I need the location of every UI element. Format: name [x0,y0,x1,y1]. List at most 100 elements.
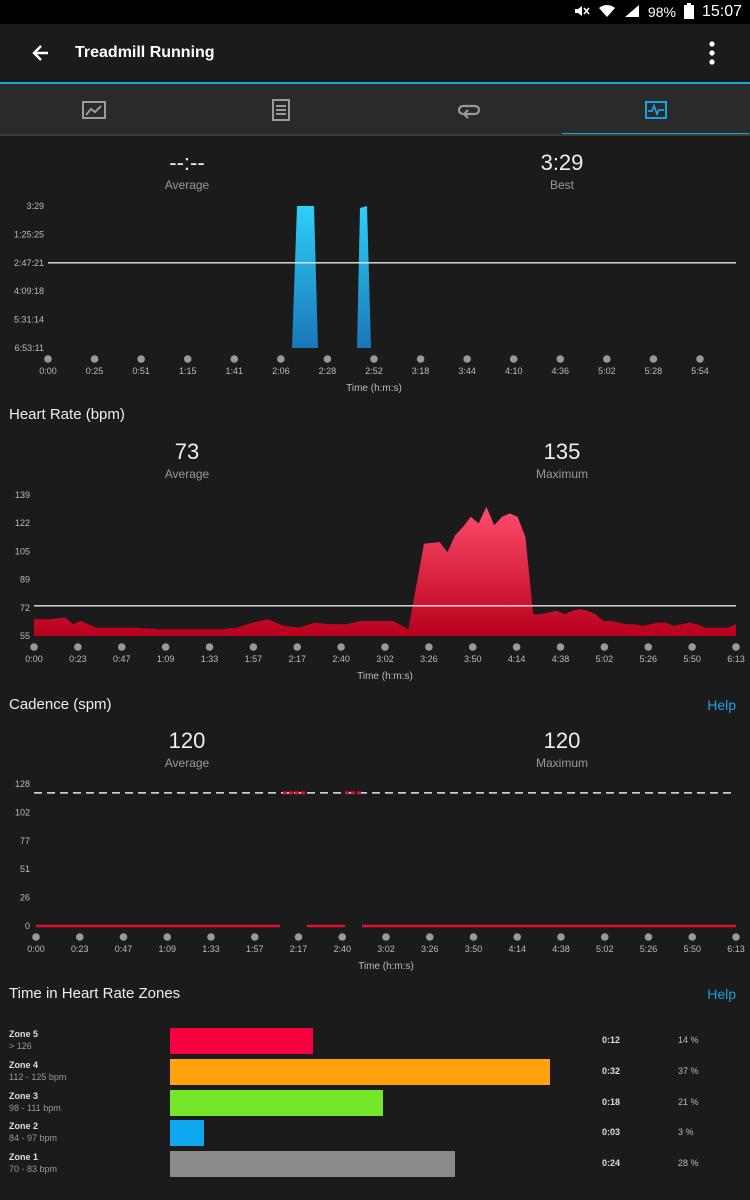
x-tick-label: 5:28 [645,366,663,376]
x-tick-label: 0:25 [86,366,104,376]
x-tick-dot [207,933,215,941]
more-vert-icon[interactable] [700,40,724,66]
tab-details[interactable] [187,84,374,136]
zone-range: 98 - 111 bpm [9,1102,61,1113]
x-tick-dot [337,643,345,651]
x-tick-dot [205,643,214,651]
x-tick-label: 5:50 [683,654,701,664]
x-tick-label: 5:02 [596,654,614,664]
y-tick-label: 1:25:25 [14,229,44,239]
x-tick-dot [74,643,82,651]
y-tick-label: 89 [20,575,30,585]
x-tick-label: 4:38 [552,654,570,664]
zone-percent: 21 % [678,1096,699,1107]
x-tick-label: 3:18 [412,366,430,376]
zone-label: Zone 1 70 - 83 bpm [9,1152,57,1174]
battery-icon [683,2,694,22]
zone-range: > 126 [9,1041,32,1051]
x-tick-label: 0:00 [25,654,43,664]
tab-laps[interactable] [375,84,562,136]
zone-name: Zone 1 [9,1152,39,1163]
x-tick-label: 0:51 [132,366,150,376]
zone-name: Zone 2 [9,1121,39,1132]
tab-charts[interactable] [562,84,749,136]
x-tick-label: 4:38 [552,944,570,954]
x-tick-label: 5:54 [691,366,709,376]
zone-range: 84 - 97 bpm [9,1133,58,1144]
pace-bar [357,206,371,348]
y-tick-label: 105 [15,546,30,556]
x-tick-label: 1:57 [245,654,263,664]
zones-help-link[interactable]: Help [707,986,736,1002]
x-tick-dot [44,355,52,363]
x-tick-label: 4:10 [505,366,523,376]
x-tick-dot [425,643,433,651]
x-tick-label: 0:23 [71,944,89,954]
zone-time: 0:24 [602,1158,621,1169]
x-tick-label: 3:50 [464,654,482,664]
heart-rate-chart: 139 122 105 89 72 55 0:00 0:23 0:47 1:09 1:33 1:57 2… [15,490,745,682]
pace-best-label: Best [549,178,574,192]
x-tick-label: 4:14 [508,944,526,954]
y-tick-label: 51 [20,864,30,874]
x-tick-dot [163,933,172,941]
y-tick-label: 139 [15,490,30,500]
zone-range: 70 - 83 bpm [9,1164,58,1175]
x-tick-label: 2:17 [290,944,308,954]
y-tick-label: 122 [15,518,30,528]
zone-percent: 14 % [678,1035,699,1045]
tab-bar [0,84,750,136]
y-tick-label: 4:09:18 [14,286,44,296]
back-arrow-icon[interactable] [28,40,54,66]
x-tick-label: 0:00 [27,944,45,954]
x-tick-label: 4:36 [552,366,570,376]
x-tick-dot [732,643,740,651]
x-tick-dot [649,355,658,363]
x-tick-dot [75,933,84,941]
y-tick-label: 26 [20,893,30,903]
wifi-icon [598,4,616,21]
zones-title: Time in Heart Rate Zones [9,985,181,1002]
zone-bar [170,1120,205,1147]
x-tick-dot [137,355,145,363]
x-tick-label: 5:26 [640,944,658,954]
x-tick-label: 1:15 [179,366,197,376]
pace-average: --:-- Average [87,150,287,192]
tab-summary[interactable] [0,84,187,136]
x-tick-label: 1:09 [158,944,176,954]
hr-maximum: 135 Maximum [462,439,662,481]
x-axis-label: Time (h:m:s) [346,383,402,394]
x-tick-label: 1:33 [202,944,220,954]
zone-bar [170,1151,455,1178]
x-tick-label: 2:40 [333,944,351,954]
mute-icon [574,4,590,21]
cadence-help-link[interactable]: Help [707,697,736,713]
x-tick-label: 2:52 [365,366,383,376]
x-tick-label: 6:13 [727,944,745,954]
x-tick-label: 2:06 [272,366,290,376]
charts-icon [644,101,667,119]
signal-icon [624,4,640,21]
x-tick-label: 2:17 [288,654,306,664]
x-tick-dot [230,355,239,363]
x-tick-dot [294,933,303,941]
x-tick-label: 2:40 [332,654,350,664]
x-tick-dot [370,355,378,363]
x-tick-label: 3:50 [465,944,483,954]
y-tick-label: 72 [20,603,30,613]
x-tick-dot [600,933,609,941]
x-tick-dot [183,355,192,363]
y-tick-label: 55 [20,631,30,641]
x-tick-dot [557,933,565,941]
hr-area [34,506,736,636]
x-tick-dot [696,355,704,363]
tab-divider [0,134,750,136]
zone-bar [170,1089,383,1116]
zone-percent: 28 % [678,1158,699,1169]
x-tick-label: 6:13 [727,654,745,664]
y-tick-label: 102 [15,807,30,817]
hr-maximum-value: 135 [543,439,581,464]
x-tick-label: 5:02 [596,944,614,954]
x-tick-label: 3:26 [421,944,439,954]
x-tick-label: 5:50 [683,944,701,954]
